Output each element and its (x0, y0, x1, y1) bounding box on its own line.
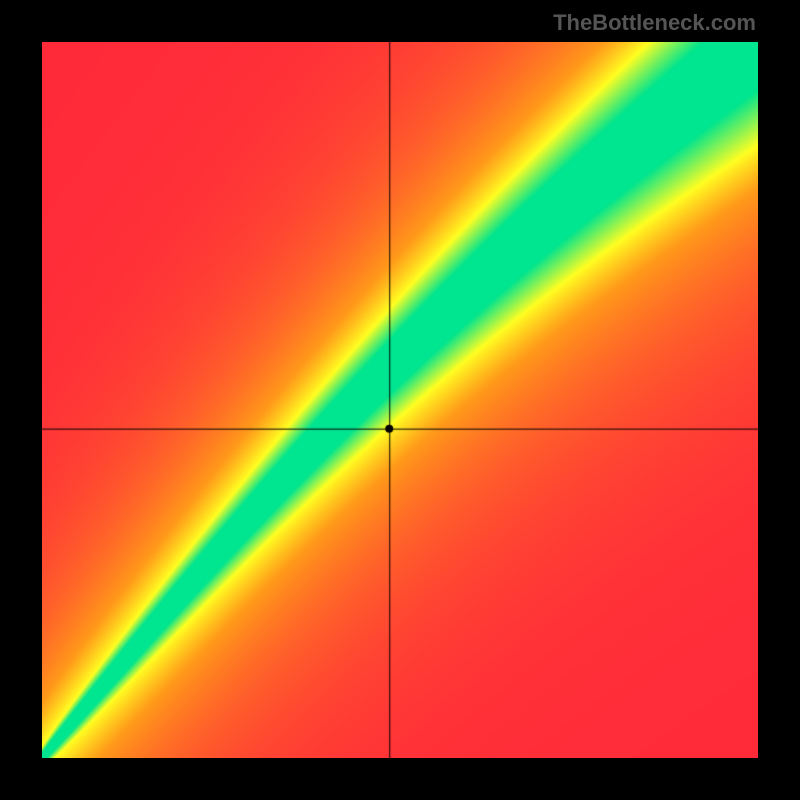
watermark-text: TheBottleneck.com (553, 10, 756, 36)
outer-frame: TheBottleneck.com (0, 0, 800, 800)
heatmap-plot-area (42, 42, 758, 758)
bottleneck-heatmap-canvas (42, 42, 758, 758)
